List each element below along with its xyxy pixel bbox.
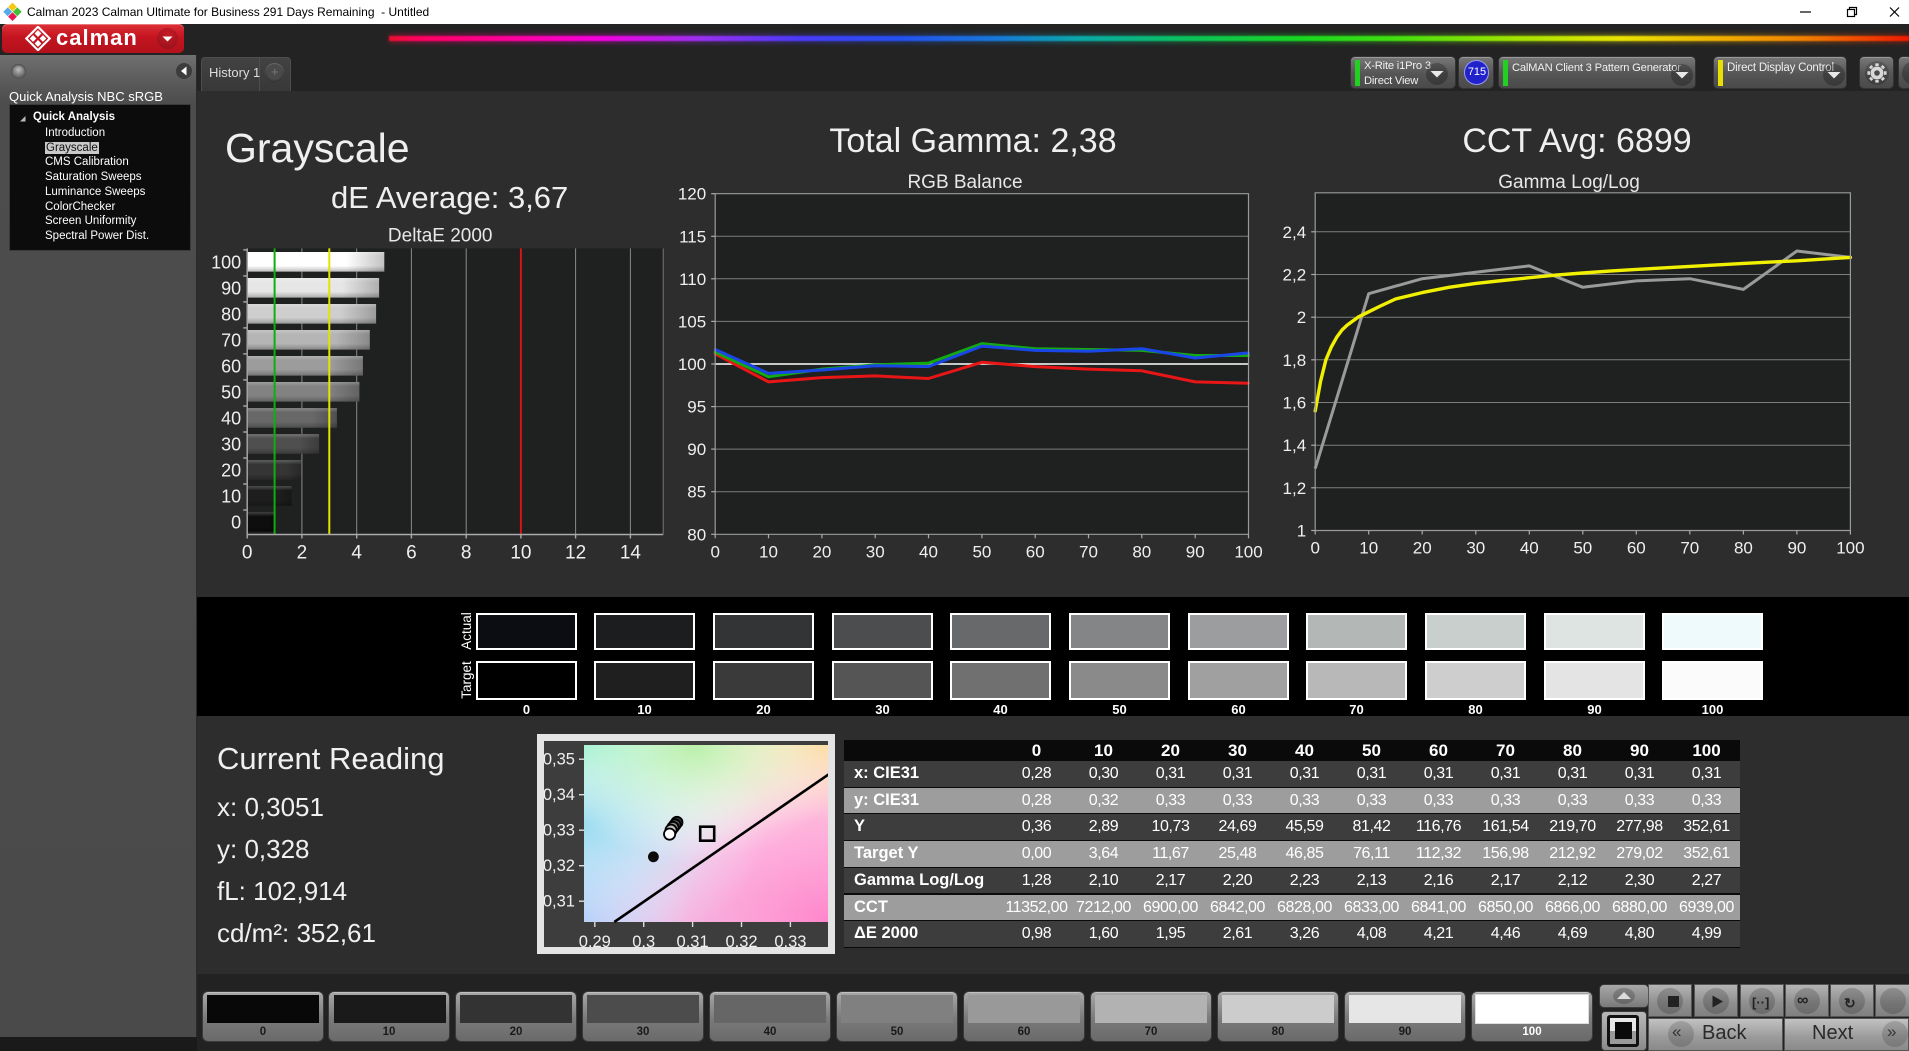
svg-text:10: 10 — [510, 543, 531, 564]
svg-text:50: 50 — [972, 542, 991, 560]
svg-text:1,4: 1,4 — [1283, 436, 1307, 455]
svg-text:0: 0 — [710, 542, 719, 560]
svg-text:2: 2 — [1297, 308, 1306, 327]
svg-text:30: 30 — [1466, 539, 1485, 558]
svg-text:80: 80 — [1734, 539, 1753, 558]
svg-text:12: 12 — [565, 543, 586, 564]
svg-text:80: 80 — [687, 525, 706, 544]
svg-text:30: 30 — [221, 434, 241, 454]
svg-text:0: 0 — [231, 512, 241, 532]
svg-text:70: 70 — [1680, 539, 1699, 558]
svg-text:1,8: 1,8 — [1283, 351, 1307, 370]
svg-text:60: 60 — [1627, 539, 1646, 558]
svg-text:14: 14 — [620, 543, 642, 564]
svg-text:115: 115 — [679, 227, 706, 246]
svg-text:120: 120 — [678, 185, 706, 204]
svg-text:0,33: 0,33 — [774, 933, 806, 947]
svg-text:70: 70 — [1079, 542, 1098, 560]
svg-text:8: 8 — [461, 543, 472, 564]
svg-text:0,33: 0,33 — [544, 822, 575, 840]
svg-text:20: 20 — [221, 460, 241, 480]
svg-text:30: 30 — [866, 542, 885, 560]
svg-text:2,4: 2,4 — [1283, 223, 1307, 242]
svg-text:50: 50 — [221, 382, 241, 402]
svg-text:1: 1 — [1297, 522, 1306, 541]
svg-text:0,31: 0,31 — [544, 893, 575, 911]
svg-text:80: 80 — [1132, 542, 1151, 560]
svg-text:100: 100 — [1234, 542, 1262, 560]
svg-text:0,34: 0,34 — [544, 786, 575, 804]
svg-text:90: 90 — [687, 440, 706, 459]
svg-text:0: 0 — [1310, 539, 1319, 558]
svg-text:10: 10 — [221, 486, 241, 506]
svg-text:2,2: 2,2 — [1283, 266, 1307, 285]
svg-text:0,3: 0,3 — [632, 933, 655, 947]
svg-text:2: 2 — [297, 543, 308, 564]
svg-text:1,6: 1,6 — [1283, 394, 1307, 413]
svg-text:105: 105 — [678, 312, 706, 331]
svg-text:1,2: 1,2 — [1283, 479, 1307, 498]
svg-text:100: 100 — [678, 355, 706, 374]
svg-text:0,35: 0,35 — [544, 751, 575, 769]
svg-text:0,29: 0,29 — [579, 933, 611, 947]
svg-text:20: 20 — [1413, 539, 1432, 558]
svg-text:40: 40 — [221, 408, 241, 428]
svg-text:90: 90 — [1787, 539, 1806, 558]
svg-text:DeltaE 2000: DeltaE 2000 — [388, 225, 493, 246]
svg-text:90: 90 — [221, 278, 241, 298]
svg-text:70: 70 — [221, 330, 241, 350]
svg-text:80: 80 — [221, 304, 241, 324]
svg-text:85: 85 — [687, 483, 706, 502]
svg-text:95: 95 — [687, 398, 706, 417]
svg-text:50: 50 — [1573, 539, 1592, 558]
svg-text:40: 40 — [919, 542, 938, 560]
svg-text:10: 10 — [1359, 539, 1378, 558]
svg-text:90: 90 — [1186, 542, 1205, 560]
svg-text:0: 0 — [242, 543, 253, 564]
svg-text:60: 60 — [221, 356, 241, 376]
svg-text:10: 10 — [759, 542, 778, 560]
svg-text:110: 110 — [679, 270, 706, 289]
svg-text:60: 60 — [1026, 542, 1045, 560]
svg-text:0,32: 0,32 — [725, 933, 757, 947]
svg-text:0,32: 0,32 — [544, 857, 575, 875]
svg-text:40: 40 — [1520, 539, 1539, 558]
svg-text:20: 20 — [812, 542, 831, 560]
svg-text:100: 100 — [1836, 539, 1864, 558]
svg-text:0,31: 0,31 — [677, 933, 709, 947]
svg-text:100: 100 — [211, 252, 241, 272]
svg-text:4: 4 — [351, 543, 362, 564]
svg-text:6: 6 — [406, 543, 417, 564]
